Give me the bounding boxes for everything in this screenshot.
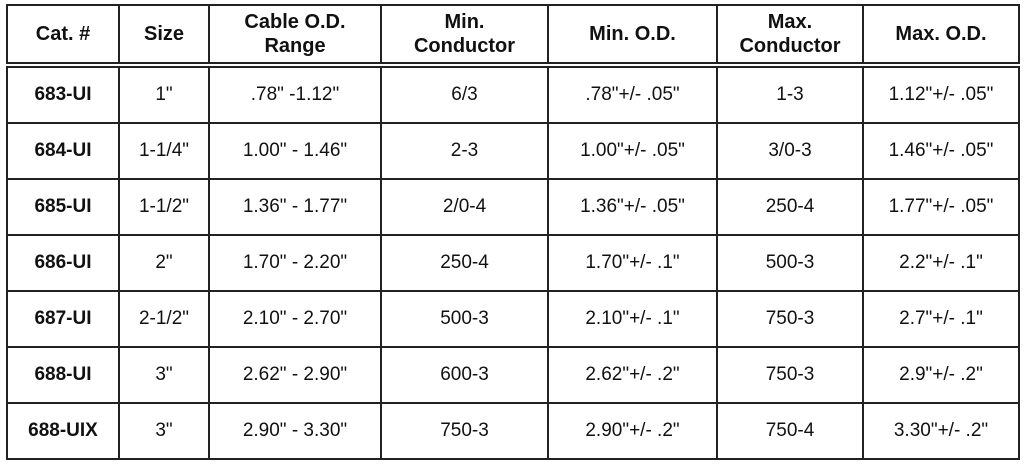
table-cell: 600-3	[380, 346, 549, 404]
table-cell: 1"	[118, 64, 210, 124]
table-cell: 750-3	[716, 346, 864, 404]
table-cell: 3"	[118, 402, 210, 460]
table-row: 687-UI 2-1/2" 2.10" - 2.70" 500-3 2.10"+/- .…	[6, 290, 1020, 348]
header-text: Max. O.D.	[895, 23, 987, 45]
table-cell: 1.12"+/- .05"	[862, 64, 1020, 124]
header-cell: Max. O.D.	[862, 4, 1020, 68]
table-body: 683-UI 1" .78" -1.12" 6/3.78"+/- .05" 1-3 1.1…	[6, 64, 1020, 460]
header-text: Max.	[767, 11, 813, 33]
header-text: Range	[264, 35, 326, 57]
table-cell: 2.9"+/- .2"	[862, 346, 1020, 404]
table-row: 688-UI 3" 2.62" - 2.90" 600-3 2.62"+/- .2" 75…	[6, 346, 1020, 404]
table-cell: 1-1/4"	[118, 122, 210, 180]
table-cell: 1.46"+/- .05"	[862, 122, 1020, 180]
table-cell: .78"+/- .05"	[547, 64, 718, 124]
table-cell: 2.10" - 2.70"	[208, 290, 382, 348]
table-cell: 500-3	[716, 234, 864, 292]
header-cell: Max. Conductor	[716, 4, 864, 68]
table-cell: 750-3	[716, 290, 864, 348]
table-cell: 250-4	[716, 178, 864, 236]
header-cell: Cable O.D. Range	[208, 4, 382, 68]
header-cell: Min. O.D.	[547, 4, 718, 68]
header-text: Cat. #	[35, 23, 91, 45]
table-cell: 1.77"+/- .05"	[862, 178, 1020, 236]
table-cell: 250-4	[380, 234, 549, 292]
header-text: Cable O.D.	[244, 11, 346, 33]
catalog-number: 684-UI	[6, 122, 120, 180]
table-cell: 1-3	[716, 64, 864, 124]
table-cell: 750-4	[716, 402, 864, 460]
table-row: 686-UI 2" 1.70" - 2.20" 250-4 1.70"+/- .1" 50…	[6, 234, 1020, 292]
table-cell: 2.90"+/- .2"	[547, 402, 718, 460]
table-row: 684-UI 1-1/4" 1.00" - 1.46" 2-3 1.00"+/- .05…	[6, 122, 1020, 180]
table-cell: 3"	[118, 346, 210, 404]
table-row: 688-UIX 3" 2.90" - 3.30" 750-3 2.90"+/- .2" 7…	[6, 402, 1020, 460]
catalog-number: 686-UI	[6, 234, 120, 292]
table-cell: .78" -1.12"	[208, 64, 382, 124]
table-cell: 1-1/2"	[118, 178, 210, 236]
spec-table: Cat. # Size Cable O.D. Range Min. Conductor Mi…	[6, 4, 1020, 460]
table-row: 683-UI 1" .78" -1.12" 6/3.78"+/- .05" 1-3 1.1…	[6, 64, 1020, 124]
table-cell: 2/0-4	[380, 178, 549, 236]
table-cell: 2-1/2"	[118, 290, 210, 348]
table-cell: 500-3	[380, 290, 549, 348]
catalog-number: 685-UI	[6, 178, 120, 236]
table-cell: 1.36" - 1.77"	[208, 178, 382, 236]
table-row: 685-UI 1-1/2" 1.36" - 1.77" 2/0-4 1.36"+/- .…	[6, 178, 1020, 236]
table-cell: 2.2"+/- .1"	[862, 234, 1020, 292]
header-cell: Min. Conductor	[380, 4, 549, 68]
table-cell: 2"	[118, 234, 210, 292]
header-cell: Cat. #	[6, 4, 120, 68]
table-cell: 1.36"+/- .05"	[547, 178, 718, 236]
header-row: Cat. # Size Cable O.D. Range Min. Conductor Mi…	[6, 4, 1020, 68]
table-cell: 750-3	[380, 402, 549, 460]
table-cell: 2.62" - 2.90"	[208, 346, 382, 404]
catalog-number: 688-UIX	[6, 402, 120, 460]
table-cell: 2.10"+/- .1"	[547, 290, 718, 348]
header-cell: Size	[118, 4, 210, 68]
header-text: Conductor	[739, 35, 841, 57]
catalog-number: 688-UI	[6, 346, 120, 404]
table-cell: 3.30"+/- .2"	[862, 402, 1020, 460]
table-cell: 2.62"+/- .2"	[547, 346, 718, 404]
header-text: Min.	[444, 11, 485, 33]
table-cell: 1.70" - 2.20"	[208, 234, 382, 292]
spec-table-container: Cat. # Size Cable O.D. Range Min. Conductor Mi…	[6, 4, 1020, 460]
catalog-number: 687-UI	[6, 290, 120, 348]
table-cell: 1.00"+/- .05"	[547, 122, 718, 180]
table-cell: 3/0-3	[716, 122, 864, 180]
catalog-number: 683-UI	[6, 64, 120, 124]
header-text: Conductor	[413, 35, 516, 57]
table-cell: 2-3	[380, 122, 549, 180]
header-text: Min. O.D.	[589, 23, 676, 45]
table-cell: 1.00" - 1.46"	[208, 122, 382, 180]
table-cell: 1.70"+/- .1"	[547, 234, 718, 292]
table-cell: 2.7"+/- .1"	[862, 290, 1020, 348]
table-cell: 6/3	[380, 64, 549, 124]
table-cell: 2.90" - 3.30"	[208, 402, 382, 460]
header-text: Size	[143, 23, 185, 45]
